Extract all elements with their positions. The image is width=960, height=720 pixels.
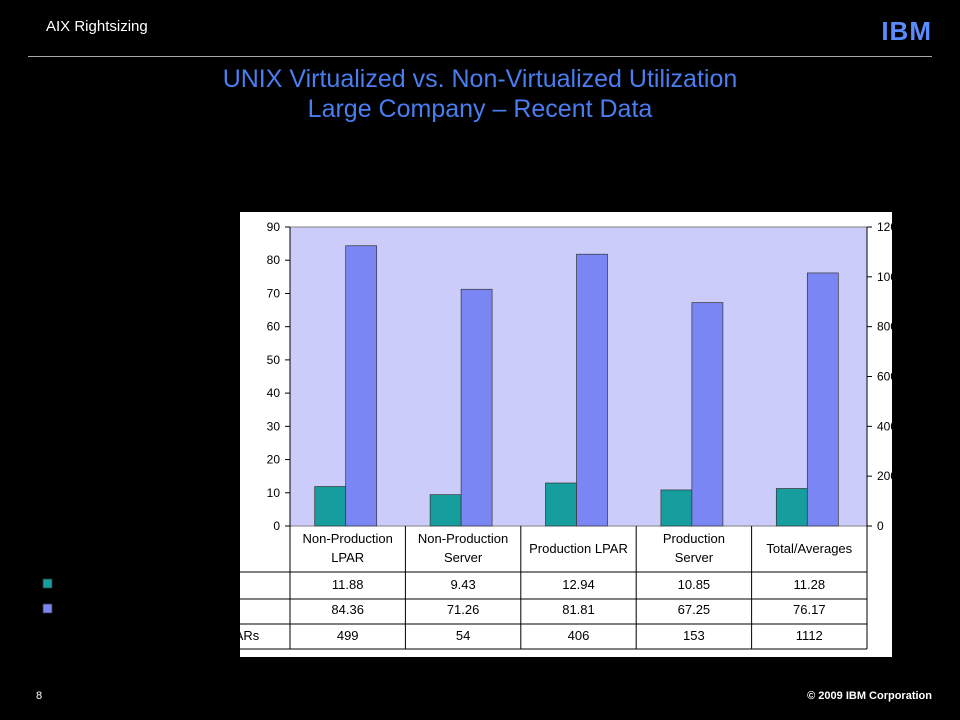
legend-key-cpu-max bbox=[42, 603, 53, 614]
bar-cpu-max bbox=[576, 253, 608, 527]
y2-axis-tick-label: 1200 bbox=[877, 220, 904, 234]
y-axis-tick-label: 40 bbox=[267, 386, 281, 400]
category-label: Production bbox=[663, 531, 725, 546]
y-axis-tick-label: 80 bbox=[267, 253, 281, 267]
y2-axis-tick-label: 600 bbox=[877, 370, 897, 384]
category-label: Server bbox=[675, 550, 714, 565]
y-axis-tick-label: 10 bbox=[267, 486, 281, 500]
bar-cpu-busy bbox=[429, 494, 462, 527]
y-axis-tick-label: 50 bbox=[267, 353, 281, 367]
table-cell-value: 406 bbox=[568, 628, 590, 643]
y2-axis-tick-label: 1000 bbox=[877, 270, 904, 284]
category-label: Non-Production bbox=[418, 531, 508, 546]
series-name-label: Number of Virtual Machines/LPARs bbox=[56, 628, 260, 643]
table-cell-value: 153 bbox=[683, 628, 705, 643]
table-cell-value: 84.36 bbox=[331, 602, 364, 617]
legend-key-cpu-busy bbox=[42, 578, 53, 589]
table-cell-value: 9.43 bbox=[450, 577, 475, 592]
table-cell-value: 76.17 bbox=[793, 602, 826, 617]
ibm-logo: IBM bbox=[881, 16, 932, 46]
table-cell-value: 10.85 bbox=[678, 577, 711, 592]
y-axis-tick-label: 20 bbox=[267, 453, 281, 467]
category-label: Total/Averages bbox=[766, 541, 852, 556]
copyright: © 2009 IBM Corporation bbox=[807, 690, 932, 702]
series-name-label: Average CPU Busy bbox=[56, 577, 168, 592]
section-title: AIX Rightsizing bbox=[46, 18, 148, 35]
bar-cpu-busy bbox=[545, 482, 577, 527]
y-axis-tick-label: 60 bbox=[267, 320, 281, 334]
slide-title-line1: UNIX Virtualized vs. Non-Virtualized Uti… bbox=[222, 65, 738, 93]
table-cell-value: 1112 bbox=[796, 628, 823, 643]
y-axis-tick-label: 70 bbox=[267, 286, 281, 300]
y2-axis-tick-label: 400 bbox=[877, 419, 897, 433]
table-cell-value: 54 bbox=[456, 628, 470, 643]
bar-cpu-busy bbox=[660, 489, 693, 527]
y-axis-tick-label: 90 bbox=[267, 220, 281, 234]
bar-cpu-max bbox=[691, 302, 724, 527]
table-cell-value: 499 bbox=[337, 628, 359, 643]
y2-axis-tick-label: 0 bbox=[877, 519, 884, 533]
category-label: Production LPAR bbox=[529, 541, 628, 556]
bar-cpu-max bbox=[345, 245, 378, 527]
table-cell-value: 11.28 bbox=[794, 577, 826, 592]
bar-cpu-max bbox=[460, 288, 493, 527]
slide-title: UNIX Virtualized vs. Non-Virtualized Uti… bbox=[0, 64, 960, 124]
y-axis-tick-label: 30 bbox=[267, 419, 281, 433]
y-axis-tick-label: 0 bbox=[273, 519, 280, 533]
y2-axis-tick-label: 200 bbox=[877, 469, 897, 483]
series-name-label: Average CPU Max bbox=[56, 602, 164, 617]
bar-cpu-busy bbox=[775, 488, 808, 527]
table-cell-value: 71.26 bbox=[447, 602, 480, 617]
header-divider bbox=[28, 56, 932, 57]
bar-cpu-max bbox=[806, 272, 839, 527]
table-cell-value: 81.81 bbox=[562, 602, 595, 617]
category-label: Non-Production bbox=[303, 531, 393, 546]
category-label: LPAR bbox=[331, 550, 364, 565]
category-label: Server bbox=[444, 550, 483, 565]
y2-axis-tick-label: 800 bbox=[877, 320, 897, 334]
slide-title-line2: Large Company – Recent Data bbox=[307, 95, 653, 123]
table-cell-value: 67.25 bbox=[678, 602, 711, 617]
table-cell-value: 11.88 bbox=[332, 577, 364, 592]
table-cell-value: 12.94 bbox=[562, 577, 595, 592]
page-number: 8 bbox=[36, 690, 43, 702]
bar-cpu-busy bbox=[314, 486, 347, 527]
